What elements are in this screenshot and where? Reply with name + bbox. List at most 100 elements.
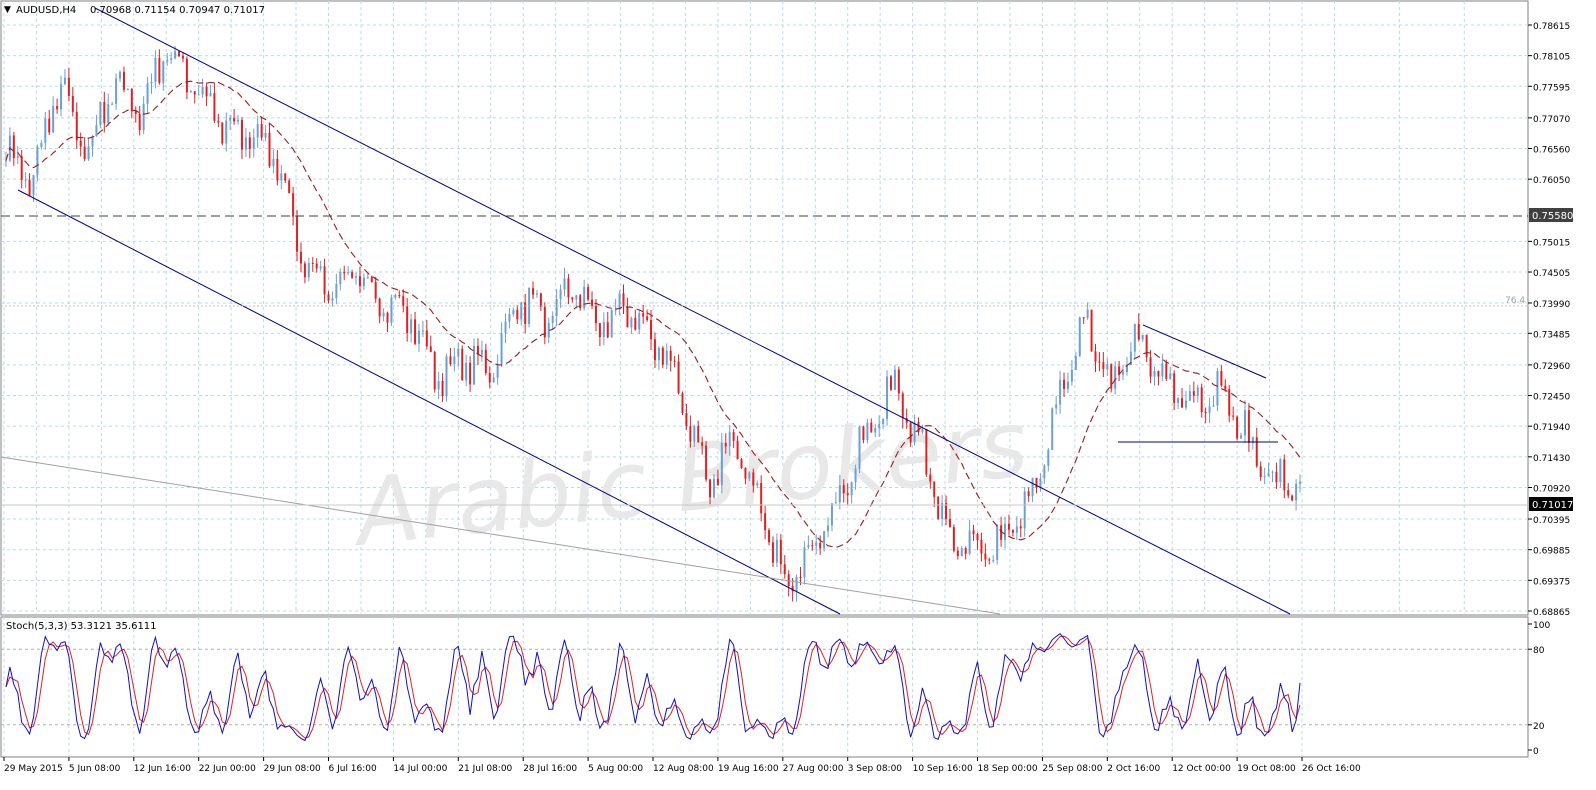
candle-body: [988, 559, 991, 561]
candle-body: [421, 330, 424, 332]
time-tick-label: 12 Jun 16:00: [134, 764, 191, 774]
price-tick-label: 0.68865: [1533, 608, 1570, 618]
candle-body: [1157, 370, 1160, 377]
candle-body: [1047, 449, 1050, 466]
candle-body: [355, 276, 358, 278]
candle-body: [24, 179, 27, 181]
moving-average-line: [5, 80, 1301, 549]
candle-body: [803, 547, 806, 578]
candle-body: [913, 422, 916, 443]
candle-body: [166, 59, 169, 62]
candle-body: [1184, 400, 1187, 408]
candle-body: [414, 319, 417, 344]
candle-body: [162, 61, 165, 83]
candle-body: [807, 545, 810, 548]
channel-upper-line: [94, 7, 1291, 615]
candle-body: [56, 106, 59, 110]
price-tick-label: 0.69375: [1533, 577, 1570, 587]
candle-body: [67, 77, 70, 96]
candle-body: [964, 548, 967, 554]
price-tick-label: 0.73990: [1533, 300, 1570, 310]
channel-lower-line: [17, 189, 841, 615]
candle-body: [63, 77, 66, 85]
time-tick-label: 26 Oct 16:00: [1302, 764, 1361, 774]
candle-body: [996, 525, 999, 560]
candle-body: [539, 293, 542, 307]
candles: [4, 45, 1302, 602]
fib-level-label: 76.4: [1505, 296, 1525, 306]
time-tick-label: 12 Oct 00:00: [1172, 764, 1231, 774]
stoch-plot-area[interactable]: [0, 616, 1529, 758]
stoch-axis: 100 80 20 0: [1528, 621, 1550, 757]
candle-body: [1247, 410, 1250, 443]
candle-body: [1165, 363, 1168, 379]
candle-body: [1141, 334, 1144, 340]
candle-body: [630, 317, 633, 328]
candle-body: [1027, 491, 1030, 497]
candle-body: [16, 156, 19, 159]
candle-body: [606, 322, 609, 338]
candle-body: [1196, 387, 1199, 396]
candle-body: [744, 467, 747, 479]
candle-body: [512, 309, 515, 315]
stoch-main-line: [5, 633, 1301, 742]
candle-body: [1106, 364, 1109, 370]
candle-body: [1259, 466, 1262, 477]
candle-body: [311, 262, 314, 264]
candle-body: [598, 323, 601, 338]
candle-body: [60, 84, 63, 110]
candle-body: [878, 424, 881, 429]
candle-body: [889, 376, 892, 390]
candle-body: [591, 299, 594, 306]
candle-body: [740, 459, 743, 468]
candle-body: [299, 251, 302, 264]
main-plot-area[interactable]: [0, 0, 1529, 616]
collapse-arrow-icon[interactable]: ▼: [4, 5, 11, 15]
time-tick-label: 14 Jul 00:00: [393, 764, 447, 774]
candle-body: [115, 78, 118, 104]
candle-body: [453, 356, 456, 365]
candle-body: [858, 426, 861, 469]
candle-body: [657, 347, 660, 361]
candle-body: [614, 309, 617, 311]
candle-body: [1291, 495, 1294, 501]
candle-body: [374, 282, 377, 299]
price-tick-label: 0.70395: [1533, 516, 1570, 526]
candle-body: [681, 393, 684, 414]
candle-body: [1169, 373, 1172, 379]
candle-body: [410, 319, 413, 334]
candle-body: [842, 485, 845, 494]
candle-body: [547, 322, 550, 338]
candle-body: [834, 502, 837, 504]
candle-body: [1149, 357, 1152, 377]
candle-body: [559, 289, 562, 299]
candle-body: [138, 113, 141, 130]
wedge-upper-line: [1142, 324, 1267, 379]
candle-body: [237, 119, 240, 122]
candle-body: [1066, 381, 1069, 389]
candle-body: [201, 86, 204, 95]
candle-body: [40, 142, 43, 148]
candle-body: [783, 564, 786, 575]
time-tick-label: 6 Jul 16:00: [329, 764, 378, 774]
candle-body: [504, 321, 507, 333]
candle-body: [1004, 523, 1007, 540]
price-tick-label: 0.72450: [1533, 393, 1570, 403]
candle-body: [594, 305, 597, 324]
candle-body: [417, 330, 420, 344]
candle-body: [968, 530, 971, 554]
candle-body: [1094, 351, 1097, 362]
candle-body: [685, 413, 688, 427]
candle-body: [862, 426, 865, 440]
candle-body: [402, 296, 405, 307]
candle-body: [461, 348, 464, 381]
time-tick-label: 21 Jul 08:00: [458, 764, 512, 774]
candle-body: [1161, 363, 1164, 377]
candle-body: [12, 135, 15, 159]
candle-body: [626, 306, 629, 328]
candle-body: [948, 518, 951, 528]
candle-body: [296, 216, 299, 252]
candle-body: [933, 481, 936, 497]
candle-body: [838, 485, 841, 503]
